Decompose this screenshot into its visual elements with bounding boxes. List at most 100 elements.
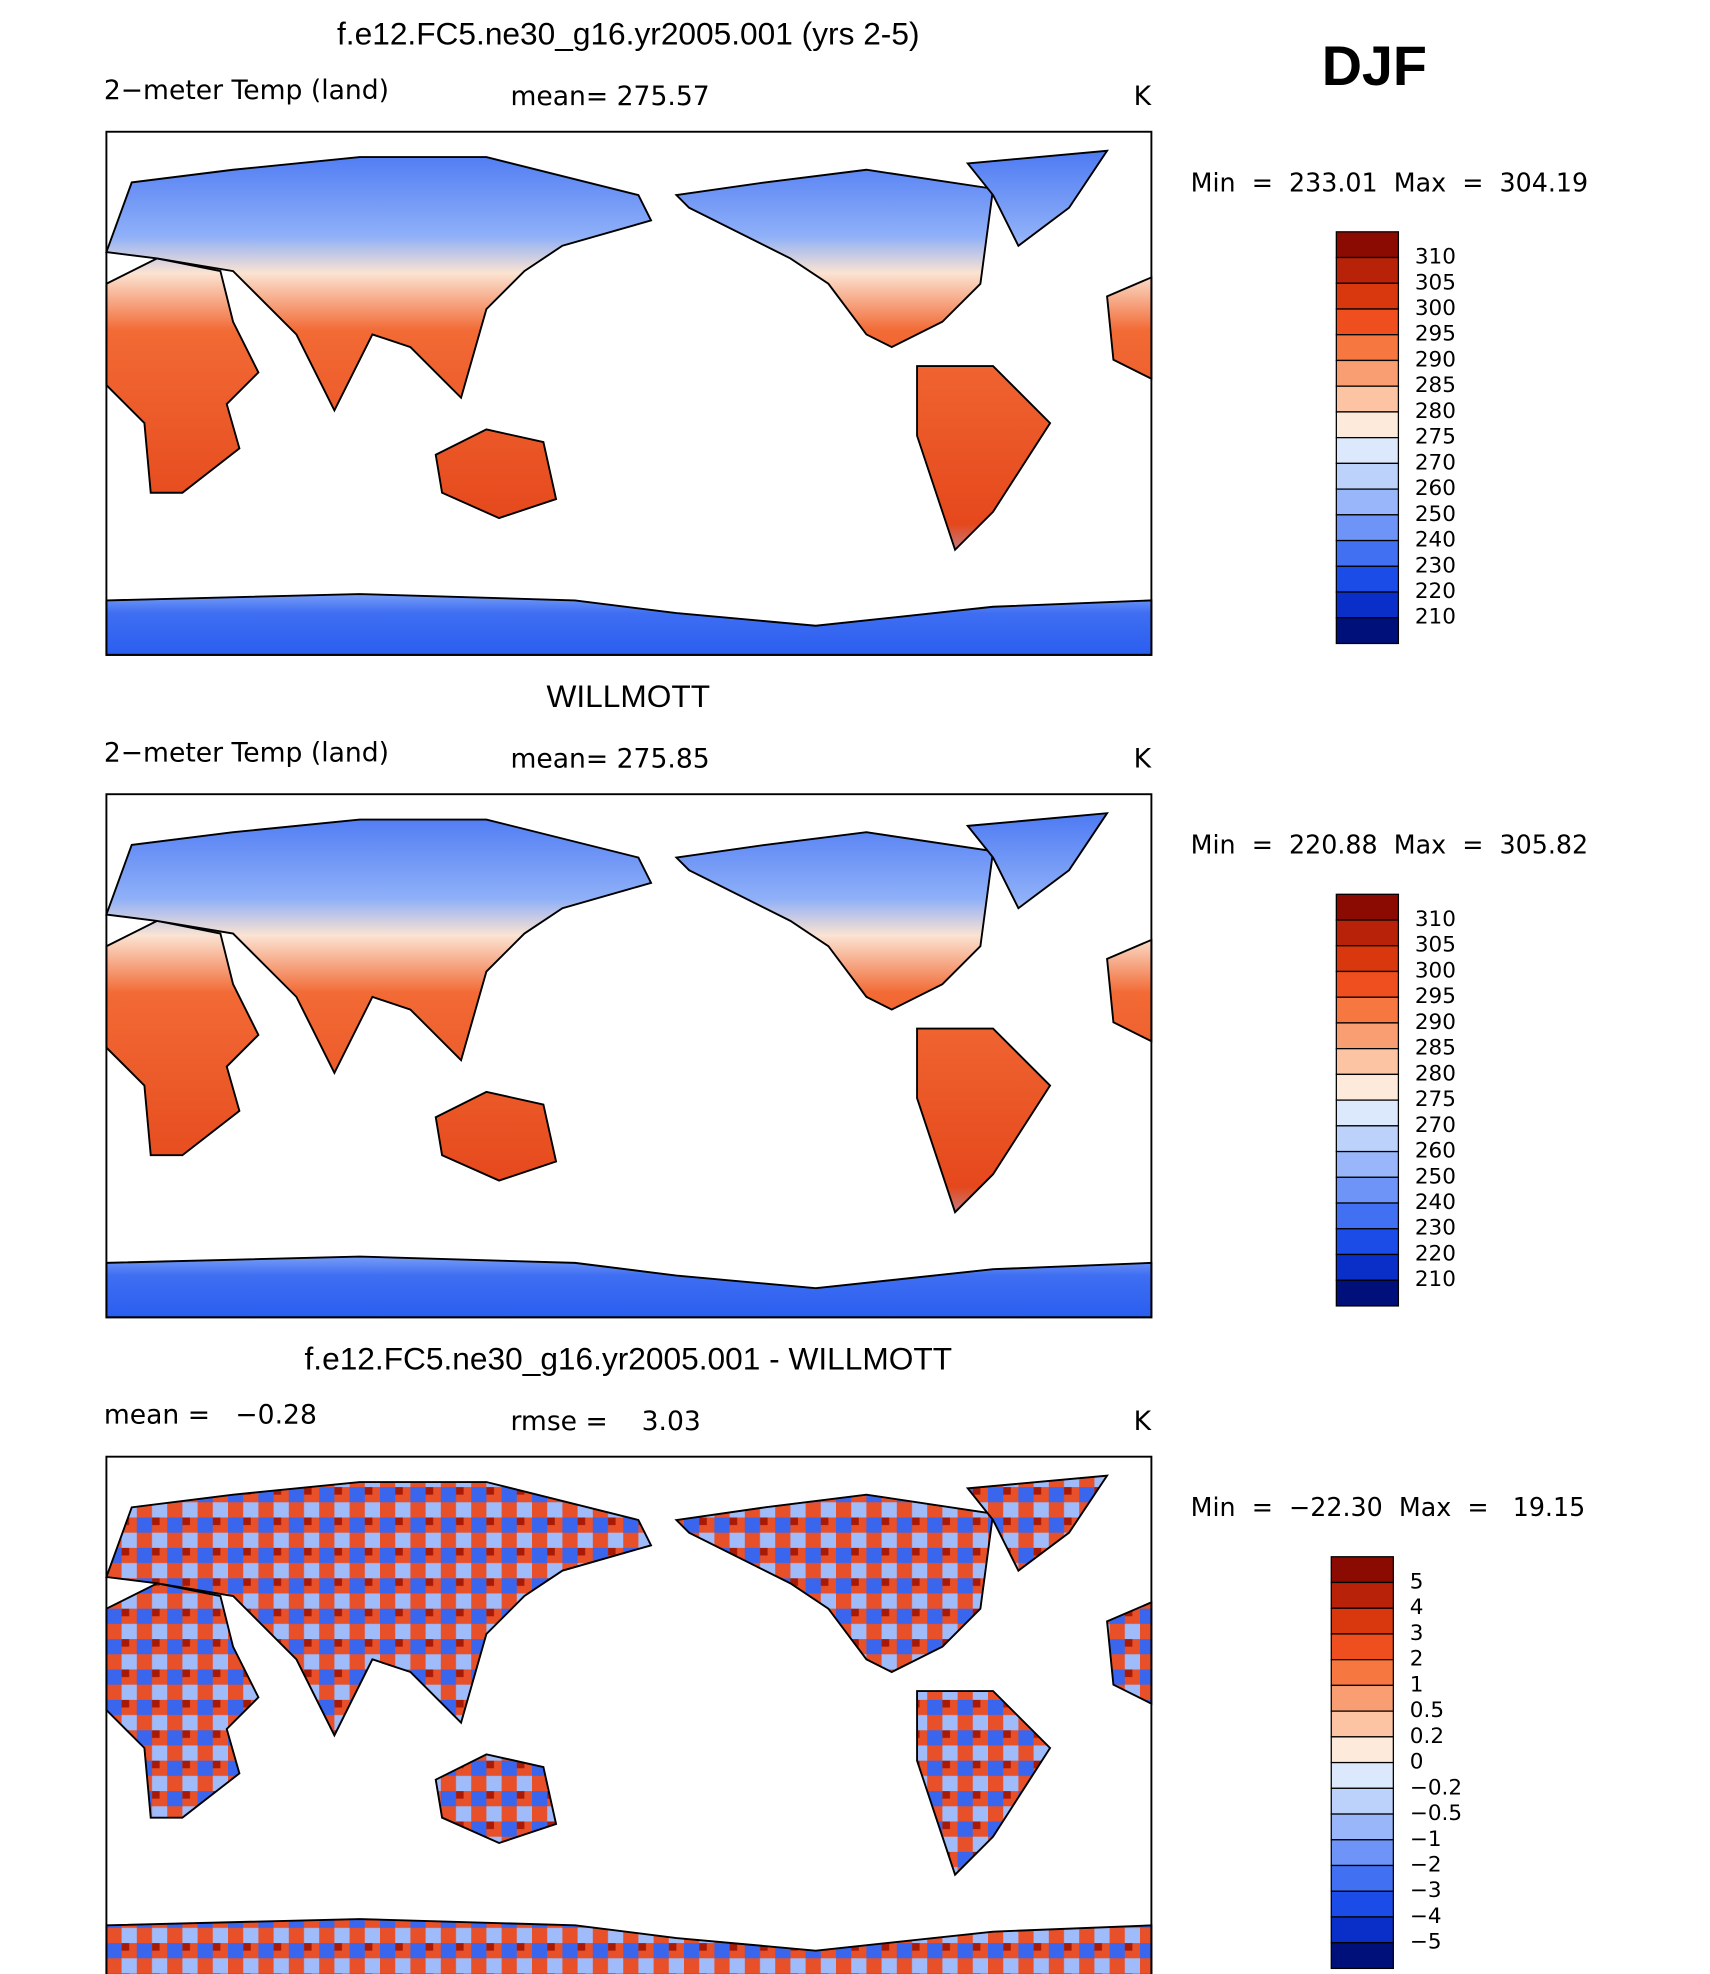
colorbar-box [1335,1150,1400,1178]
colorbar-box [1335,1099,1400,1127]
colorbar-label: 260 [1415,476,1456,501]
colorbar-box [1330,1710,1394,1738]
panels: f.e12.FC5.ne30_g16.yr2005.001 (yrs 2-5) 2… [104,15,1588,1974]
left-label: 2−meter Temp (land) [104,75,389,106]
colorbar-box [1330,1942,1394,1970]
colorbar-label: 210 [1415,605,1456,630]
left-label: 2−meter Temp (land) [104,737,389,768]
colorbar-box [1335,1125,1400,1153]
colorbar-box [1335,1253,1400,1281]
colorbar-label: −5 [1410,1930,1442,1955]
colorbar-box [1335,514,1400,542]
panel: f.e12.FC5.ne30_g16.yr2005.001 (yrs 2-5) 2… [104,15,1588,656]
units-label: K [1134,744,1152,775]
colorbar-box [1335,893,1400,921]
colorbar-label: −0.5 [1410,1801,1462,1826]
colorbar-label: 310 [1415,907,1456,932]
colorbar-label: 5 [1410,1569,1424,1594]
colorbar-box [1330,1684,1394,1712]
colorbar-label: 3 [1410,1621,1424,1646]
map [105,793,1153,1319]
colorbar-box [1335,385,1400,413]
map [105,130,1153,656]
colorbar-box [1335,334,1400,362]
colorbar-box [1330,1607,1394,1635]
range-label: Min = −22.30 Max = 19.15 [1191,1492,1586,1522]
center-label: rmse = 3.03 [510,1406,700,1437]
colorbar-box [1335,945,1400,973]
units-label: K [1134,81,1152,112]
colorbar-box [1335,539,1400,567]
colorbar-label: 0.2 [1410,1724,1444,1749]
colorbar-label: 250 [1415,1164,1456,1189]
colorbar-label: 295 [1415,322,1456,347]
colorbar-label: 4 [1410,1595,1424,1620]
colorbar-box [1330,1581,1394,1609]
colorbar-label: −3 [1410,1878,1442,1903]
colorbar-box [1330,1761,1394,1789]
colorbar-box [1335,462,1400,490]
colorbar-box [1330,1659,1394,1687]
colorbar-box [1335,970,1400,998]
colorbar-label: −0.2 [1410,1775,1462,1800]
colorbar-box [1335,308,1400,336]
colorbar-label: 240 [1415,1190,1456,1215]
colorbar-box [1335,1202,1400,1230]
range-label: Min = 220.88 Max = 305.82 [1191,830,1589,860]
colorbar-box [1335,617,1400,645]
panel-title: f.e12.FC5.ne30_g16.yr2005.001 - WILLMOTT [305,1340,953,1376]
panel: WILLMOTT 2−meter Temp (land) mean= 275.85 K… [104,678,1589,1319]
colorbar-label: 290 [1415,347,1456,372]
colorbar-label: 310 [1415,245,1456,270]
colorbar-box [1335,411,1400,439]
colorbar-label: 300 [1415,958,1456,983]
colorbar-box [1335,282,1400,310]
panel-title: WILLMOTT [546,678,710,714]
colorbar-label: 305 [1415,933,1456,958]
colorbar-label: 275 [1415,1087,1456,1112]
colorbar-label: 260 [1415,1139,1456,1164]
colorbar-box [1330,1633,1394,1661]
colorbar-box [1330,1556,1394,1584]
colorbar-label: −4 [1410,1904,1442,1929]
colorbar-box [1335,256,1400,284]
colorbar-label: 275 [1415,425,1456,450]
colorbar-label: 280 [1415,1061,1456,1086]
colorbar-label: 230 [1415,1216,1456,1241]
colorbar-label: 300 [1415,296,1456,321]
colorbar-box [1335,1048,1400,1076]
colorbar-box [1335,591,1400,619]
colorbar-label: 285 [1415,373,1456,398]
colorbar-label: 220 [1415,1241,1456,1266]
colorbar-box [1335,996,1400,1024]
colorbar-label: 305 [1415,270,1456,295]
colorbar-label: 1 [1410,1672,1424,1697]
colorbar-label: 230 [1415,553,1456,578]
colorbar-box [1330,1736,1394,1764]
units-label: K [1134,1406,1152,1437]
colorbar-box [1335,565,1400,593]
center-label: mean= 275.57 [510,81,709,112]
colorbar-box [1335,1073,1400,1101]
colorbar-label: 285 [1415,1036,1456,1061]
map [105,1455,1153,1974]
colorbar-label: 270 [1415,1113,1456,1138]
colorbar-box [1335,1022,1400,1050]
colorbar-box [1335,359,1400,387]
colorbar-box [1335,919,1400,947]
colorbar-label: 210 [1415,1267,1456,1292]
colorbar-label: 220 [1415,579,1456,604]
colorbar-box [1335,231,1400,259]
colorbar-box [1330,1839,1394,1867]
colorbar-label: 240 [1415,528,1456,553]
colorbar-box [1330,1787,1394,1815]
colorbar-label: 0.5 [1410,1698,1444,1723]
colorbar-label: 280 [1415,399,1456,424]
colorbar-label: 250 [1415,502,1456,527]
colorbar-box [1330,1890,1394,1918]
center-label: mean= 275.85 [510,744,709,775]
map-frame [105,793,1153,1319]
colorbar-label: −1 [1410,1827,1442,1852]
panel-title: f.e12.FC5.ne30_g16.yr2005.001 (yrs 2-5) [337,15,919,51]
colorbar-label: 270 [1415,450,1456,475]
